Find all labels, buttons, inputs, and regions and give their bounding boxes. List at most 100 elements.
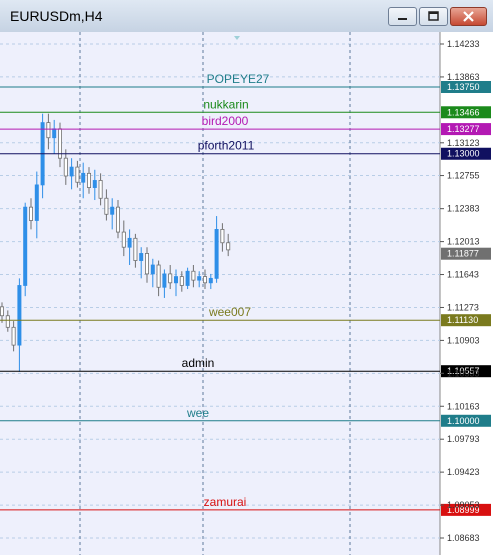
- price-scale[interactable]: [440, 32, 493, 555]
- candle-body: [173, 276, 178, 284]
- minimize-button[interactable]: [388, 7, 417, 26]
- candle: [202, 269, 207, 290]
- candle: [144, 247, 149, 283]
- price-badge-label: 1.08999: [447, 505, 480, 515]
- candle-body: [226, 242, 231, 251]
- level-label: pforth2011: [198, 139, 255, 153]
- candle: [5, 310, 10, 332]
- maximize-button[interactable]: [419, 7, 448, 26]
- close-button[interactable]: [450, 7, 487, 26]
- candle-body: [87, 172, 92, 188]
- price-badge: [441, 414, 491, 427]
- price-tick-label: 1.09053: [447, 500, 480, 510]
- price-badge-label: 1.13000: [447, 149, 480, 159]
- candle-body: [162, 273, 167, 288]
- horizontal-levels: POPEYE27 1.13750 nukkarin 1.13466 bird2000 1.…: [0, 72, 491, 516]
- candle: [220, 223, 225, 252]
- candle: [46, 113, 51, 150]
- level-label: POPEYE27: [207, 72, 270, 86]
- level-admin[interactable]: admin 1.10557: [0, 356, 491, 378]
- candle: [133, 233, 138, 268]
- price-tick-label: 1.10533: [447, 368, 480, 378]
- price-badge-label: 1.13277: [447, 124, 480, 134]
- level-label: zamurai: [204, 495, 247, 509]
- price-tick-label: 1.10163: [447, 401, 480, 411]
- candle-body: [52, 128, 57, 139]
- price-tick-label: 1.12013: [447, 237, 480, 247]
- grid: [0, 32, 440, 555]
- candle-body: [116, 206, 121, 233]
- candle: [104, 189, 109, 221]
- price-tick-label: 1.10903: [447, 335, 480, 345]
- candle-body: [121, 231, 126, 248]
- price-badge: [441, 106, 491, 119]
- price-tick-label: 1.09423: [447, 467, 480, 477]
- candle: [214, 216, 219, 283]
- price-badge: [441, 365, 491, 378]
- candle-body: [202, 276, 207, 284]
- price-ticks: 1.14233 1.13863 1.13123 1.12755 1.12383 1.120…: [440, 39, 480, 543]
- price-badge: [441, 314, 491, 327]
- candle-body: [197, 276, 202, 281]
- candle: [34, 171, 39, 239]
- minimize-icon: [389, 8, 416, 25]
- candle-body: [214, 229, 219, 279]
- level-label: bird2000: [202, 114, 249, 128]
- candle: [156, 260, 161, 297]
- level-bird2000[interactable]: bird2000 1.13277: [0, 114, 491, 136]
- price-badge-label: 1.13466: [447, 107, 480, 117]
- price-badge: [441, 80, 491, 93]
- price-tick-label: 1.12755: [447, 171, 480, 181]
- candle-body: [11, 326, 16, 346]
- level-wee007[interactable]: wee007 1.11130: [0, 305, 491, 327]
- shift-marker-icon[interactable]: [234, 36, 240, 40]
- candle-body: [81, 172, 86, 183]
- level-pforth2011[interactable]: pforth2011 1.13000: [0, 139, 491, 160]
- price-badge: [441, 123, 491, 136]
- candle-body: [23, 206, 28, 286]
- level-nukkarin[interactable]: nukkarin 1.13466: [0, 97, 491, 119]
- price-badge-label: 1.10000: [447, 416, 480, 426]
- price-tick-label: 1.11643: [447, 270, 479, 280]
- candle: [173, 269, 178, 297]
- price-badge: [441, 503, 491, 516]
- price-badge-label: 1.11877: [447, 249, 479, 259]
- candle-body: [150, 264, 155, 275]
- price-tick-label: 1.08683: [447, 533, 480, 543]
- maximize-icon: [420, 8, 447, 25]
- price-badge-label: 1.11130: [447, 315, 478, 325]
- candle: [110, 198, 115, 230]
- candle-body: [46, 122, 51, 139]
- candle: [23, 202, 28, 297]
- candle-body: [0, 306, 4, 317]
- candle: [75, 160, 80, 188]
- close-icon: [451, 8, 486, 25]
- plot-area[interactable]: [0, 32, 440, 555]
- price-tick-label: 1.14233: [447, 39, 480, 49]
- level-wee[interactable]: wee 1.10000: [0, 406, 491, 427]
- candle: [121, 220, 126, 257]
- level-current-price[interactable]: 1.11877: [441, 247, 491, 260]
- level-label: wee: [186, 406, 209, 420]
- price-badge-label: 1.13750: [447, 82, 480, 92]
- candle: [150, 258, 155, 288]
- candle-body: [191, 270, 196, 281]
- level-label: wee007: [208, 305, 251, 319]
- level-zamurai[interactable]: zamurai 1.08999: [0, 495, 491, 516]
- candle: [139, 247, 144, 279]
- candle-body: [220, 229, 225, 244]
- price-tick-label: 1.12383: [447, 204, 480, 214]
- price-tick-label: 1.09793: [447, 434, 480, 444]
- candle: [0, 302, 4, 323]
- candle: [191, 265, 196, 288]
- candle-body: [110, 206, 115, 215]
- candle-body: [92, 180, 97, 188]
- level-POPEYE27[interactable]: POPEYE27 1.13750: [0, 72, 491, 93]
- price-badge: [441, 247, 491, 260]
- candle-body: [144, 253, 149, 275]
- window-titlebar[interactable]: EURUSDm,H4: [0, 0, 493, 32]
- candle-body: [185, 270, 190, 286]
- candle: [17, 278, 22, 372]
- candle-body: [133, 237, 138, 261]
